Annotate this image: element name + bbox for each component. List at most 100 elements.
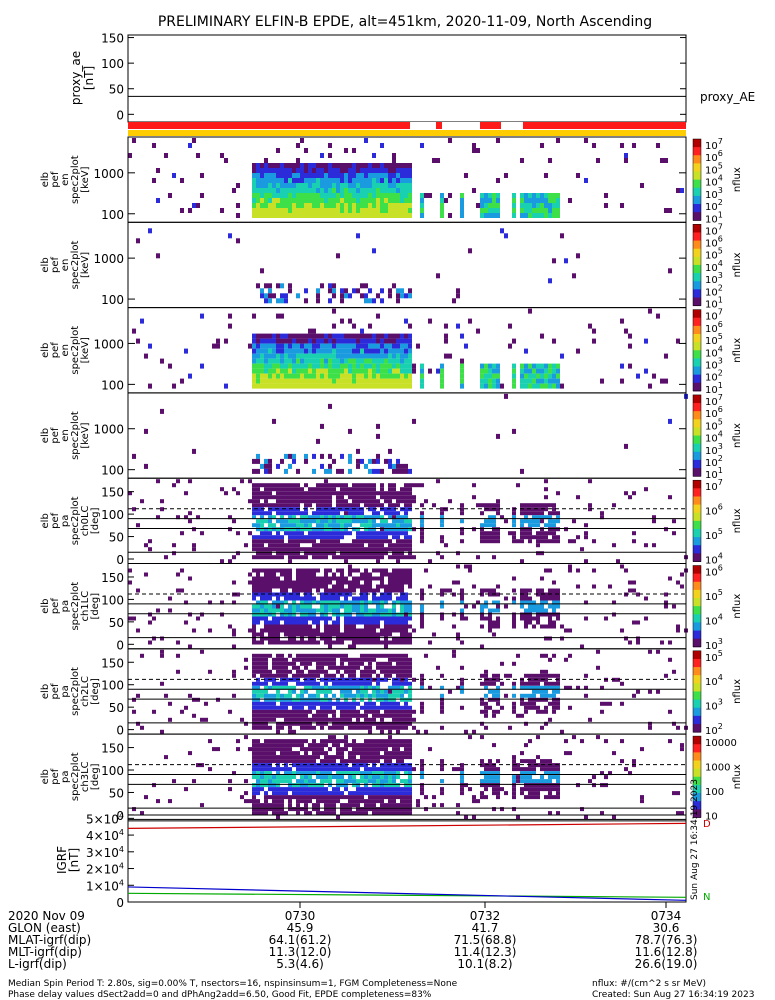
heatmap-cell xyxy=(256,373,260,379)
colorbar-segment xyxy=(693,658,701,668)
heatmap-cell xyxy=(396,353,400,359)
y-tick-label: 100 xyxy=(101,464,124,478)
heatmap-cell xyxy=(376,576,380,581)
heatmap-cell xyxy=(252,693,256,698)
heatmap-cell xyxy=(400,576,404,581)
heatmap-cell xyxy=(400,721,404,726)
y-tick-label: 1000 xyxy=(93,423,124,437)
heatmap-cell xyxy=(396,725,400,730)
heatmap-cell xyxy=(400,580,404,585)
heatmap-cell xyxy=(556,616,560,621)
heatmap-cell xyxy=(496,507,500,512)
colorbar-segment xyxy=(693,707,701,717)
colorbar-segment xyxy=(693,358,701,368)
heatmap-cell xyxy=(376,511,380,516)
heatmap-cell xyxy=(388,353,392,359)
heatmap-cell xyxy=(256,779,260,784)
heatmap-cell xyxy=(396,183,400,188)
heatmap-cell xyxy=(252,721,256,726)
heatmap-cell xyxy=(260,743,264,748)
heatmap-cell xyxy=(220,600,224,605)
heatmap-cell xyxy=(284,697,288,702)
heatmap-cell xyxy=(144,572,148,577)
heatmap-cell xyxy=(668,418,672,424)
heatmap-cell xyxy=(344,624,348,629)
heatmap-cell xyxy=(316,438,320,444)
heatmap-cell xyxy=(260,600,264,605)
heatmap-cell xyxy=(252,799,256,804)
heatmap-cell xyxy=(364,588,368,593)
heatmap-cell xyxy=(348,568,352,573)
heatmap-cell xyxy=(316,787,320,792)
heatmap-cell xyxy=(380,705,384,710)
heatmap-cell xyxy=(348,795,352,800)
heatmap-cell xyxy=(404,612,408,617)
heatmap-cell xyxy=(308,743,312,748)
heatmap-cell xyxy=(320,535,324,540)
heatmap-cell xyxy=(384,507,388,512)
heatmap-cell xyxy=(372,173,376,178)
heatmap-cell xyxy=(532,705,536,710)
heatmap-cell xyxy=(280,747,284,752)
heatmap-cell xyxy=(296,503,300,508)
heatmap-cell xyxy=(280,458,284,464)
heatmap-cell xyxy=(380,491,384,496)
heatmap-cell xyxy=(236,203,240,208)
heatmap-cell xyxy=(344,559,348,564)
heatmap-cell xyxy=(332,188,336,193)
heatmap-cell xyxy=(264,795,268,800)
heatmap-cell xyxy=(308,178,312,183)
heatmap-cell xyxy=(308,612,312,617)
heatmap-cell xyxy=(280,313,284,319)
heatmap-cell xyxy=(324,620,328,625)
heatmap-cell xyxy=(284,709,288,714)
heatmap-cell xyxy=(540,143,544,148)
heatmap-cell xyxy=(308,759,312,764)
heatmap-cell xyxy=(356,188,360,193)
heatmap-cell xyxy=(292,519,296,524)
heatmap-cell xyxy=(280,743,284,748)
heatmap-cell xyxy=(384,547,388,552)
heatmap-cell xyxy=(408,383,412,389)
heatmap-cell xyxy=(316,751,320,756)
heatmap-cell xyxy=(276,483,280,488)
heatmap-cell xyxy=(288,624,292,629)
heatmap-cell xyxy=(288,547,292,552)
heatmap-cell xyxy=(284,213,288,218)
heatmap-cell xyxy=(280,755,284,760)
heatmap-cell xyxy=(316,799,320,804)
heatmap-cell xyxy=(372,705,376,710)
heatmap-cell xyxy=(316,783,320,788)
heatmap-cell xyxy=(348,358,352,364)
heatmap-cell xyxy=(376,168,380,173)
heatmap-cell xyxy=(408,168,412,173)
colorbar-segment xyxy=(693,403,701,412)
heatmap-cell xyxy=(364,743,368,748)
heatmap-cell xyxy=(512,511,516,516)
heatmap-cell xyxy=(384,333,388,339)
heatmap-cell xyxy=(284,338,288,344)
heatmap-cell xyxy=(268,487,272,492)
heatmap-cell xyxy=(256,705,260,710)
colorbar-tick-label: 105 xyxy=(705,161,723,176)
heatmap-cell xyxy=(332,725,336,730)
heatmap-cell xyxy=(624,568,628,573)
heatmap-cell xyxy=(284,580,288,585)
heatmap-cell xyxy=(280,628,284,633)
heatmap-cell xyxy=(200,717,204,722)
heatmap-cell xyxy=(388,665,392,670)
heatmap-cell xyxy=(252,353,256,359)
heatmap-cell xyxy=(368,487,372,492)
heatmap-cell xyxy=(540,503,544,508)
heatmap-cell xyxy=(200,313,204,319)
heatmap-cell xyxy=(332,735,336,740)
heatmap-cell xyxy=(420,612,424,617)
heatmap-cell xyxy=(344,717,348,722)
heatmap-cell xyxy=(380,527,384,532)
heatmap-cell xyxy=(248,628,252,633)
heatmap-cell xyxy=(312,743,316,748)
heatmap-cell xyxy=(492,527,496,532)
heatmap-cell xyxy=(404,527,408,532)
heatmap-cell xyxy=(388,771,392,776)
heatmap-cell xyxy=(392,208,396,213)
